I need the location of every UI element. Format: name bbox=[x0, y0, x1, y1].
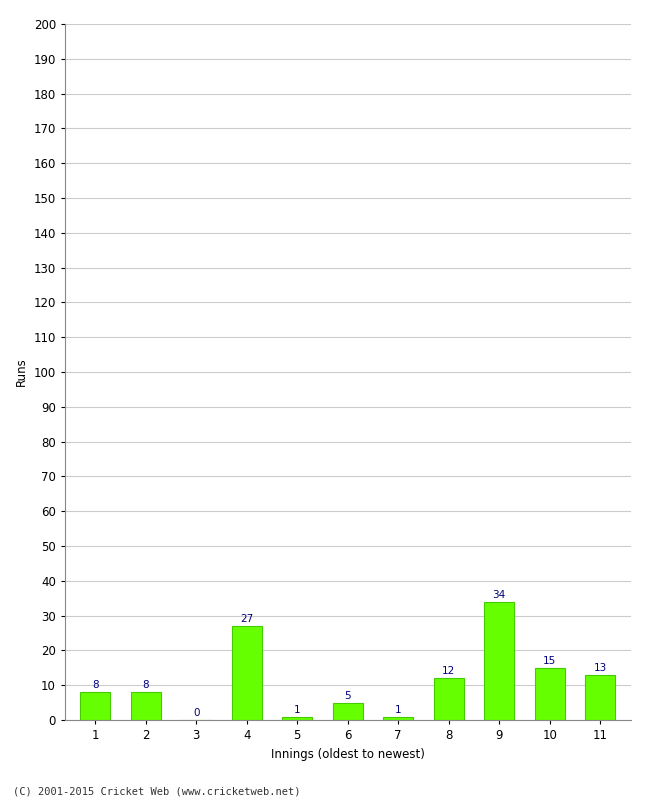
Text: (C) 2001-2015 Cricket Web (www.cricketweb.net): (C) 2001-2015 Cricket Web (www.cricketwe… bbox=[13, 786, 300, 796]
Bar bbox=[383, 717, 413, 720]
Text: 1: 1 bbox=[395, 705, 402, 714]
X-axis label: Innings (oldest to newest): Innings (oldest to newest) bbox=[271, 747, 424, 761]
Text: 12: 12 bbox=[442, 666, 456, 677]
Text: 34: 34 bbox=[493, 590, 506, 600]
Bar bbox=[231, 626, 262, 720]
Bar bbox=[80, 692, 111, 720]
Bar bbox=[585, 674, 616, 720]
Bar bbox=[484, 602, 514, 720]
Text: 0: 0 bbox=[193, 708, 200, 718]
Bar bbox=[333, 702, 363, 720]
Text: 8: 8 bbox=[142, 681, 149, 690]
Bar bbox=[282, 717, 313, 720]
Text: 8: 8 bbox=[92, 681, 99, 690]
Text: 15: 15 bbox=[543, 656, 556, 666]
Bar bbox=[534, 668, 565, 720]
Text: 13: 13 bbox=[593, 663, 607, 673]
Text: 1: 1 bbox=[294, 705, 300, 714]
Bar bbox=[131, 692, 161, 720]
Y-axis label: Runs: Runs bbox=[15, 358, 28, 386]
Bar bbox=[434, 678, 464, 720]
Text: 27: 27 bbox=[240, 614, 254, 624]
Text: 5: 5 bbox=[344, 691, 351, 701]
